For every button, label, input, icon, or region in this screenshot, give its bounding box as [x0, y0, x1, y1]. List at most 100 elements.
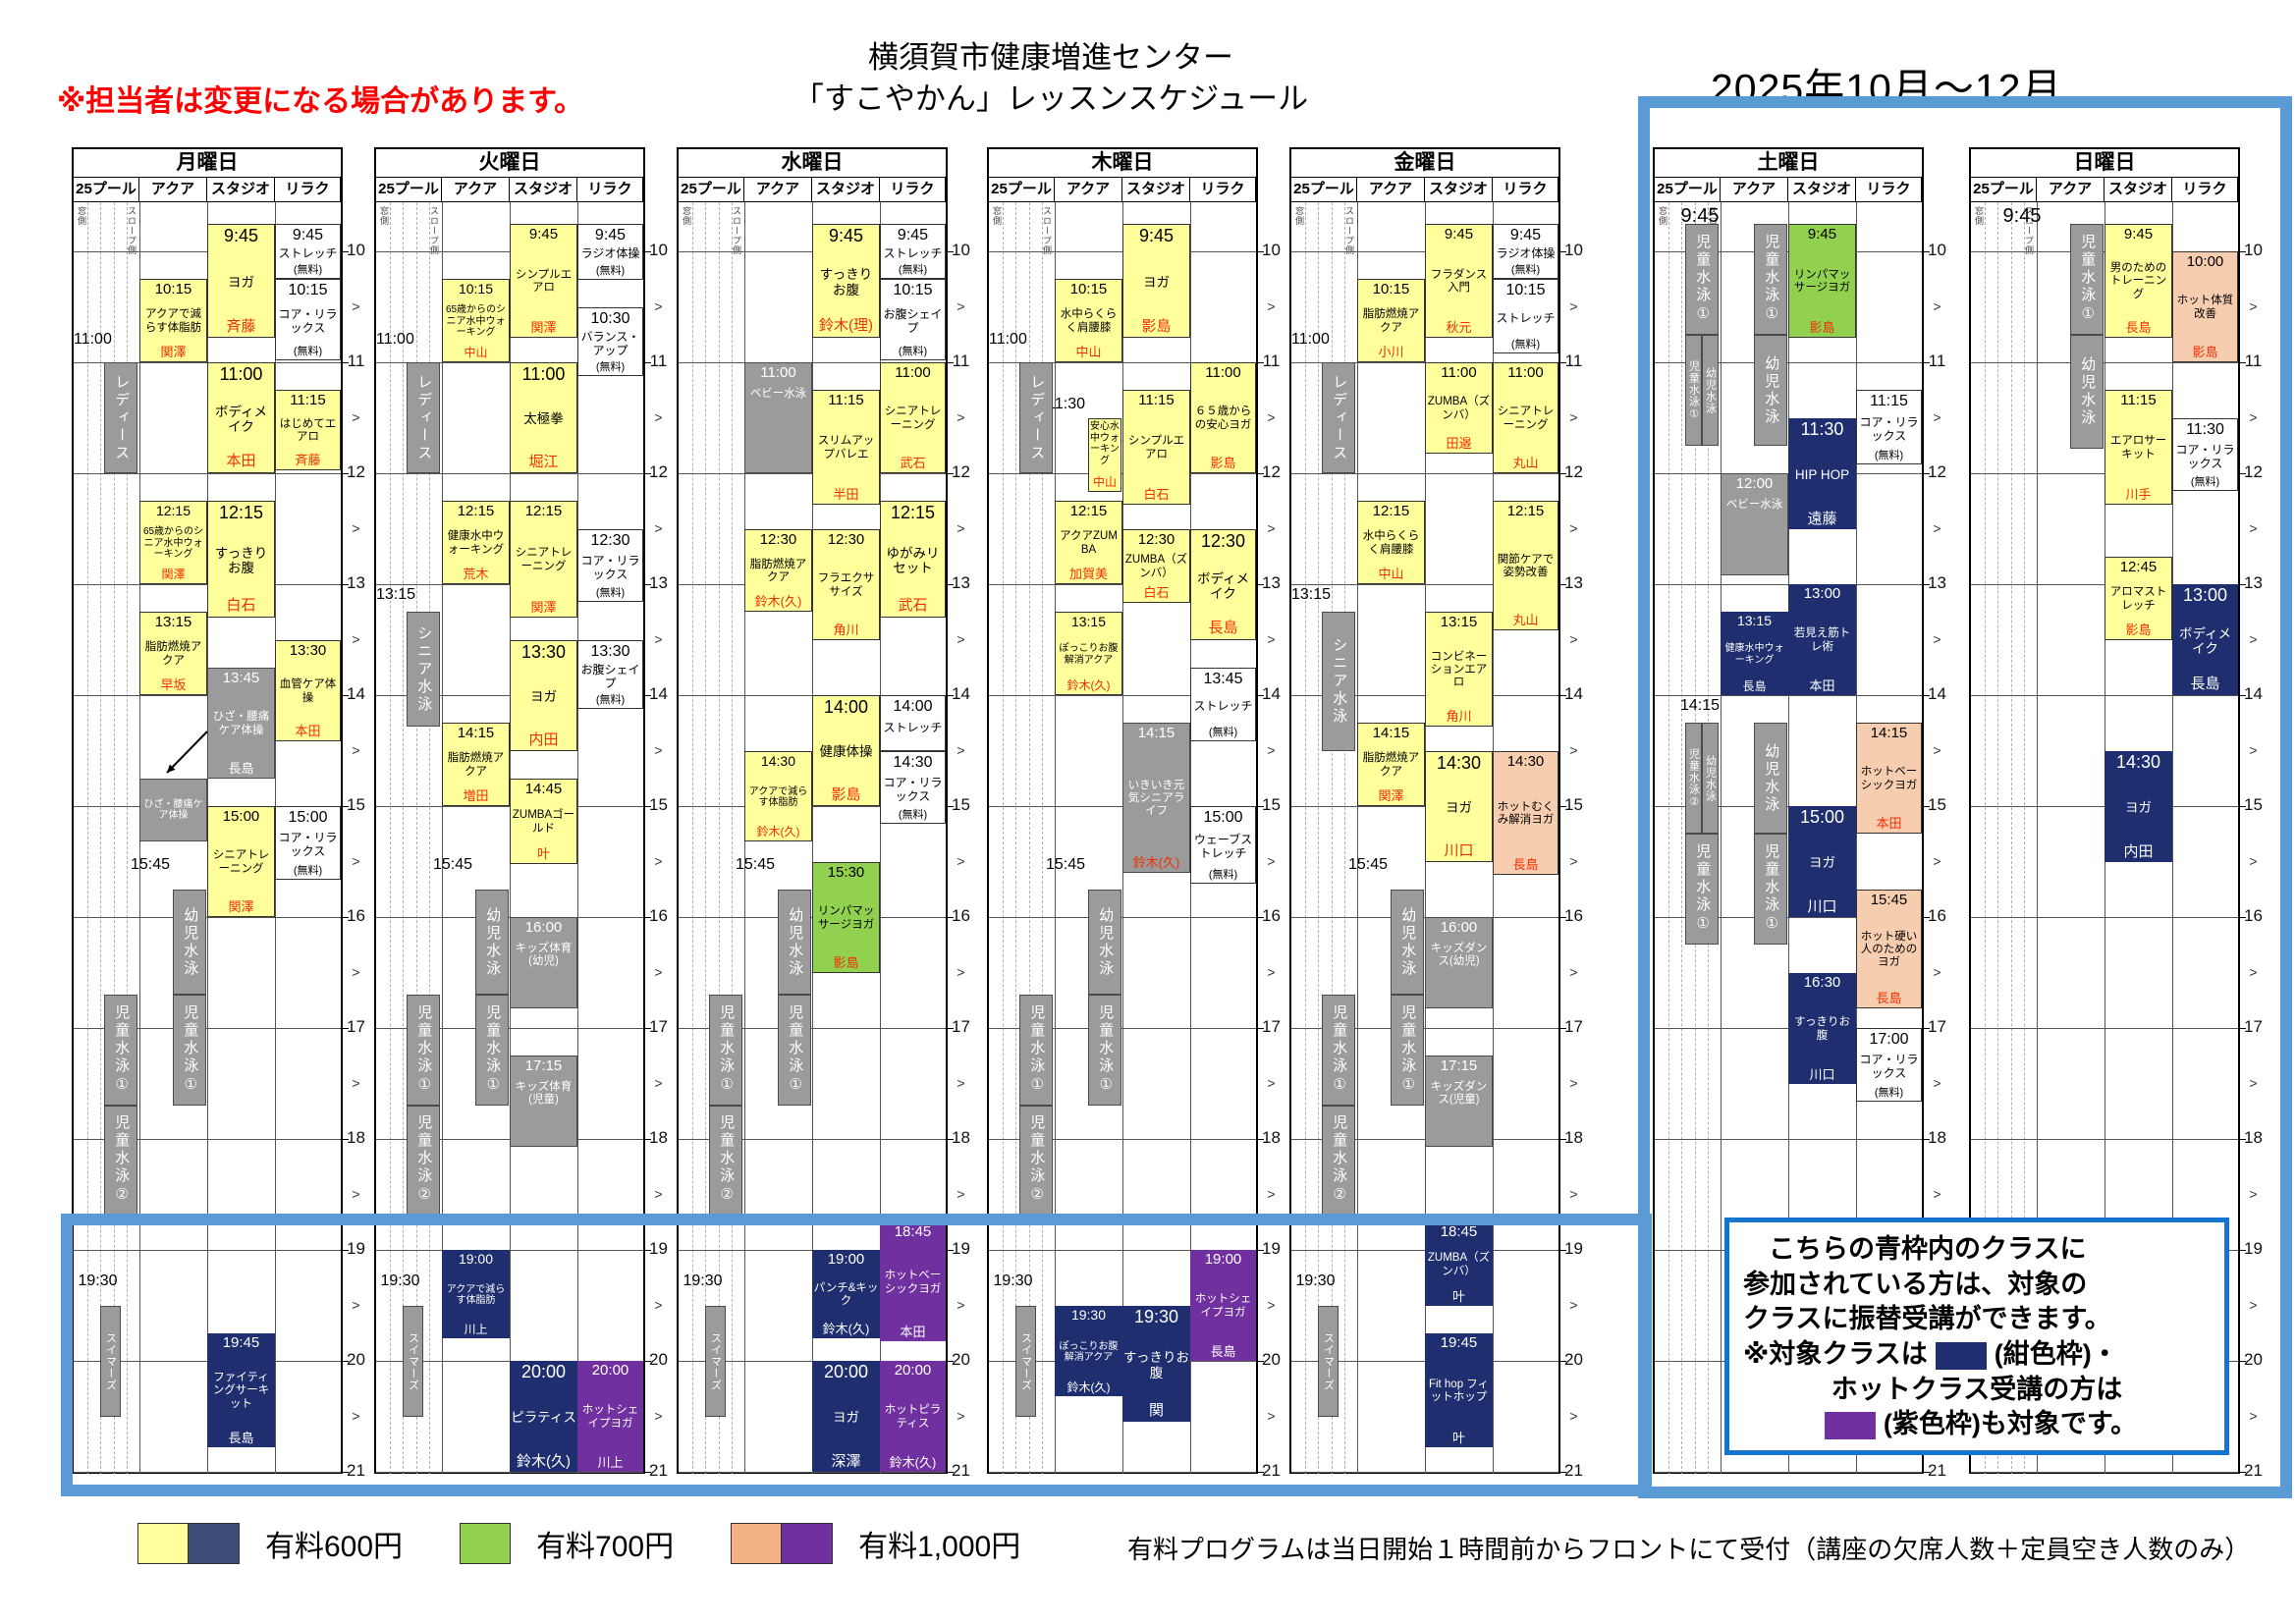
pool-lane-line — [429, 202, 430, 1474]
lesson-cell: 14:30 ホットむくみ解消ヨガ 長島 — [1493, 751, 1558, 875]
lesson-cell: 13:15 脂肪燃焼アクア 早坂 — [139, 612, 207, 695]
lesson-title: ひざ・腰痛ケア体操 — [143, 798, 203, 822]
lesson-cell: スイマーズ — [1318, 1306, 1339, 1417]
day-body: 窓側 スロープ側 11:00 15:45 19:30 レディース 児童水泳① 児童水泳② スイマ… — [74, 202, 341, 1474]
hour-tick — [1924, 1472, 1930, 1473]
lesson-cell: 15:00 ヨガ 川口 — [1788, 806, 1856, 917]
lesson-title: キッズ体育(児童) — [515, 1080, 573, 1106]
hour-line — [1655, 1472, 1922, 1473]
half-hour-mark: > — [654, 1408, 663, 1424]
free-tag: (無料) — [1208, 726, 1238, 738]
lesson-time: 10:15 — [458, 281, 494, 297]
hour-tick — [343, 473, 349, 474]
hour-label: 20 — [347, 1350, 365, 1369]
hour-tick — [1560, 917, 1566, 918]
day-header: 木曜日 — [989, 149, 1256, 178]
column-separator — [442, 202, 443, 1474]
lesson-title: ストレッチ — [278, 245, 338, 260]
column-header-studio: スタジオ — [812, 177, 880, 202]
lesson-cell: 児童水泳② — [1019, 1106, 1053, 1215]
hour-line — [679, 362, 946, 363]
lesson-title: 健康体操 — [819, 744, 873, 760]
lesson-title: 健康水中ウォーキング — [1724, 643, 1784, 666]
free-tag: (無料) — [293, 345, 323, 357]
time-label: 11:00 — [74, 331, 112, 348]
lesson-instructor: 長島 — [1208, 620, 1238, 637]
day-header: 土曜日 — [1655, 149, 1922, 178]
pool-lane-label-window: 窓側 — [1974, 206, 1984, 226]
column-separator — [880, 202, 881, 1474]
lesson-title: 関節ケアで姿勢改善 — [1497, 553, 1555, 579]
hour-label: 17 — [347, 1017, 365, 1036]
lesson-title: ラジオ体操 — [580, 246, 640, 261]
lesson-cell: 14:15 ホットベーシックヨガ 本田 — [1856, 723, 1922, 834]
half-hour-mark: > — [1933, 853, 1941, 869]
lesson-title: アクアで減らす体脂肪 — [748, 785, 808, 809]
hour-label: 14 — [1564, 684, 1583, 703]
lesson-time: 19:45 — [222, 1334, 260, 1351]
lesson-instructor: 秋元 — [1446, 319, 1472, 335]
pool-lane-label-window: 窓側 — [682, 206, 691, 226]
lesson-title: ベビー水泳 — [749, 387, 807, 400]
lesson-cell: 児童水泳① — [1685, 834, 1719, 945]
lesson-time: 9:45 — [1807, 226, 1837, 243]
hour-tick — [343, 917, 349, 918]
lesson-instructor: 鈴木(久) — [889, 1454, 937, 1470]
hour-tick — [1924, 1028, 1930, 1029]
day-column-2: 火曜日 25プール アクア スタジオ リラク 窓側 スロープ側 11:00 13:15 15:45… — [374, 147, 645, 1474]
time-label: 15:45 — [1347, 856, 1388, 873]
hour-label: 16 — [1564, 906, 1583, 925]
lesson-title: アクアZUMBA — [1060, 530, 1118, 556]
lesson-time: 11:00 — [219, 364, 263, 384]
lesson-time: 14:00 — [823, 697, 869, 717]
time-label: 11:30 — [1047, 396, 1085, 412]
hour-label: 14 — [347, 684, 365, 703]
lesson-cell: 児童水泳① — [407, 995, 440, 1106]
note-line-3: クラスに振替受講ができます。 — [1743, 1304, 2111, 1334]
legend-swatch-yellow — [137, 1523, 189, 1564]
hour-label: 17 — [1564, 1017, 1583, 1036]
lesson-cell: 9:45 リンパマッサージヨガ 影島 — [1788, 224, 1856, 338]
lesson-cell: 18:45 ホットベーシックヨガ 本田 — [880, 1222, 946, 1341]
column-separator — [1357, 202, 1358, 1474]
hour-line — [989, 1250, 1256, 1251]
lesson-instructor: 本田 — [295, 723, 321, 738]
lesson-title: 血管ケア体操 — [279, 678, 337, 704]
lesson-title: ヨガ — [530, 689, 557, 705]
lesson-instructor: 関澤 — [530, 319, 557, 335]
lesson-cell: 幼児水泳 — [1088, 890, 1121, 995]
hour-label: 17 — [649, 1017, 668, 1036]
lesson-cell: 18:45 ZUMBA（ズンバ） 叶 — [1425, 1222, 1493, 1306]
pool-lane-label-slope: スロープ側 — [127, 206, 137, 255]
hour-tick — [1258, 1472, 1264, 1473]
hour-line — [989, 1028, 1256, 1029]
hour-label: 13 — [952, 573, 970, 592]
lesson-title: ホットシェイプヨガ — [1194, 1293, 1252, 1319]
hour-label: 18 — [649, 1128, 668, 1147]
hour-label: 12 — [1564, 462, 1583, 481]
lesson-title: ストレッチ — [883, 720, 943, 734]
pool-lane-line — [1344, 202, 1345, 1474]
column-header-pool: 25プール — [376, 177, 442, 202]
lesson-cell: 12:15 健康水中ウォーキング 荒木 — [442, 501, 510, 584]
lesson-time: 15:00 — [288, 809, 328, 826]
half-hour-mark: > — [1933, 1186, 1941, 1202]
lesson-cell: 17:15 キッズ体育(児童) — [510, 1056, 577, 1147]
lesson-instructor: 白石 — [1143, 486, 1170, 502]
half-hour-mark: > — [1569, 298, 1578, 314]
lesson-title: ストレッチ — [1193, 699, 1253, 714]
lesson-cell: 児童水泳② — [1685, 723, 1702, 834]
lesson-title: ボディメイク — [214, 404, 268, 435]
hour-label: 16 — [1928, 906, 1946, 925]
hour-label: 14 — [1928, 684, 1946, 703]
hour-line — [1291, 473, 1558, 474]
lesson-time: 15:00 — [1203, 809, 1243, 826]
lesson-cell: 11:00 ベビー水泳 — [744, 362, 812, 473]
half-hour-mark: > — [2249, 853, 2258, 869]
lesson-time: 13:30 — [520, 642, 567, 662]
lesson-instructor: 鈴木(久) — [1132, 854, 1180, 870]
hour-tick — [948, 917, 954, 918]
hour-tick — [2240, 251, 2246, 252]
half-hour-mark: > — [1569, 631, 1578, 647]
lesson-cell: 幼児水泳 — [1754, 335, 1787, 446]
